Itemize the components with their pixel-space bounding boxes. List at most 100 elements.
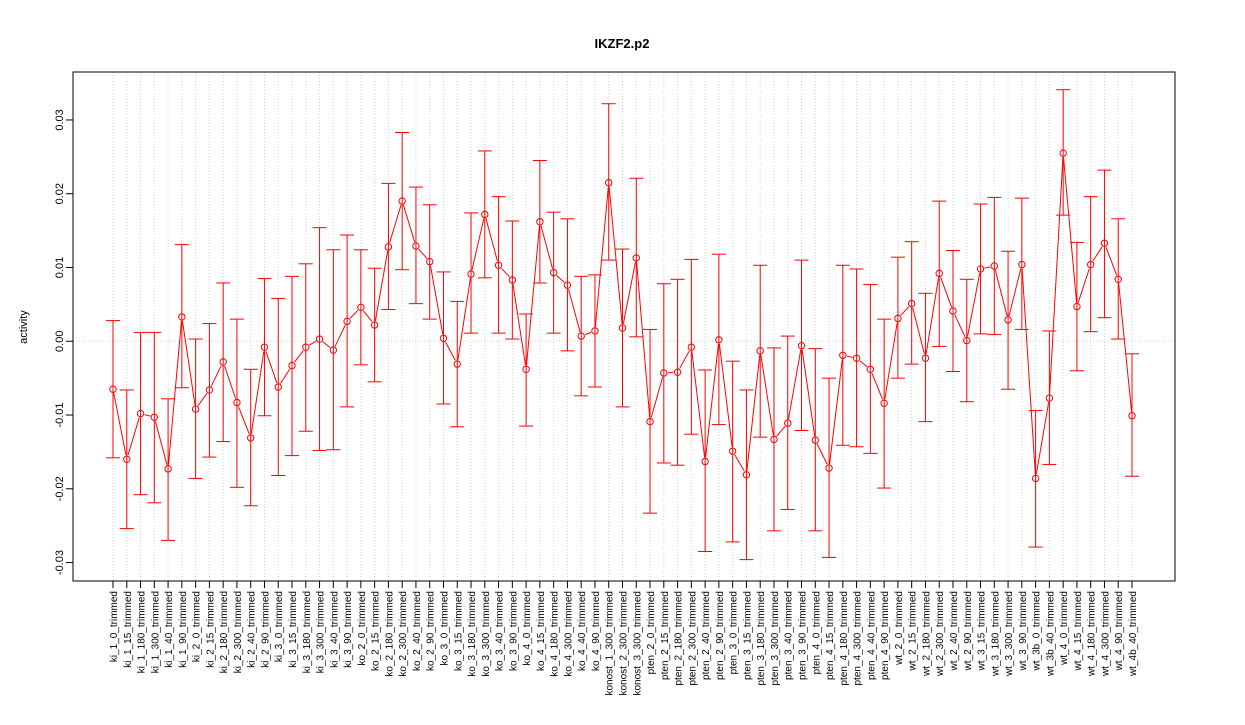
x-tick-label: ki_2_0_trimmed bbox=[192, 591, 203, 662]
series-line-segment bbox=[985, 267, 991, 268]
series-line-segment bbox=[651, 377, 662, 418]
x-tick-label: pten_3_300_trimmed bbox=[770, 591, 781, 686]
x-tick-label: ko_4_180_trimmed bbox=[550, 591, 561, 677]
x-tick-label: pten_2_180_trimmed bbox=[674, 591, 685, 686]
x-tick-label: ki_2_15_trimmed bbox=[205, 591, 216, 668]
series-line-segment bbox=[513, 284, 525, 365]
x-tick-label: pten_4_15_trimmed bbox=[825, 591, 836, 680]
x-tick-label: pten_2_40_trimmed bbox=[701, 591, 712, 680]
series-line-segment bbox=[706, 344, 719, 457]
x-tick-label: ko_2_300_trimmed bbox=[398, 591, 409, 677]
series-line-segment bbox=[281, 369, 290, 383]
x-tick-label: ki_3_180_trimmed bbox=[302, 591, 313, 673]
series-line-segment bbox=[557, 275, 565, 282]
x-tick-label: pten_3_40_trimmed bbox=[784, 591, 795, 680]
series-line-segment bbox=[901, 307, 909, 316]
series-line-segment bbox=[445, 342, 455, 360]
series-line-segment bbox=[595, 187, 608, 327]
series-line-segment bbox=[569, 289, 581, 332]
x-tick-label: konost_1_300_trimmed bbox=[605, 591, 616, 696]
x-tick-label: pten_4_0_trimmed bbox=[811, 591, 822, 674]
x-tick-label: wt_4_180_trimmed bbox=[1087, 591, 1098, 677]
x-tick-label: wt_4_90_trimmed bbox=[1114, 591, 1125, 671]
x-tick-label: ko_3_300_trimmed bbox=[481, 591, 492, 677]
x-tick-label: ki_2_40_trimmed bbox=[247, 591, 258, 668]
series-line-segment bbox=[128, 418, 139, 456]
x-tick-label: wt_3_15_trimmed bbox=[977, 591, 988, 671]
series-line-segment bbox=[526, 226, 539, 365]
x-tick-label: wt_2_90_trimmed bbox=[963, 591, 974, 671]
series-line-segment bbox=[1119, 283, 1132, 411]
series-line-segment bbox=[486, 218, 498, 261]
series-line-segment bbox=[761, 355, 773, 435]
series-line-segment bbox=[692, 351, 705, 457]
series-line-segment bbox=[802, 350, 815, 436]
series-line-segment bbox=[860, 361, 867, 367]
series-line-segment bbox=[266, 351, 277, 383]
series-line-segment bbox=[225, 366, 236, 399]
series-line-segment bbox=[735, 455, 745, 471]
series-line-segment bbox=[1036, 402, 1048, 474]
y-tick-label: 0.03 bbox=[54, 109, 66, 130]
x-tick-label: ko_4_300_trimmed bbox=[563, 591, 574, 677]
x-tick-label: pten_2_90_trimmed bbox=[715, 591, 726, 680]
x-tick-label: ki_1_40_trimmed bbox=[164, 591, 175, 668]
series-line-segment bbox=[585, 332, 591, 334]
x-tick-label: ko_3_15_trimmed bbox=[453, 591, 464, 671]
x-tick-label: ki_3_90_trimmed bbox=[343, 591, 354, 668]
series-line-segment bbox=[238, 406, 249, 434]
series-line-segment bbox=[390, 205, 401, 243]
series-line-segment bbox=[472, 218, 484, 270]
series-line-segment bbox=[198, 393, 207, 405]
x-tick-label: ko_4_15_trimmed bbox=[536, 591, 547, 671]
x-tick-label: ko_3_90_trimmed bbox=[508, 591, 519, 671]
x-tick-label: ki_3_15_trimmed bbox=[288, 591, 299, 668]
x-tick-label: wt_2_40_trimmed bbox=[949, 591, 960, 671]
series-line-segment bbox=[847, 356, 853, 357]
series-line-segment bbox=[114, 393, 126, 455]
series-line-segment bbox=[1064, 157, 1077, 302]
x-tick-label: ko_2_0_trimmed bbox=[357, 591, 368, 665]
x-tick-label: wt_2_0_trimmed bbox=[894, 591, 905, 666]
plot-frame bbox=[73, 72, 1175, 581]
x-tick-label: ki_3_40_trimmed bbox=[329, 591, 340, 668]
series-line-segment bbox=[145, 415, 151, 417]
series-line-segment bbox=[403, 205, 414, 242]
x-tick-label: pten_4_40_trimmed bbox=[866, 591, 877, 680]
series-line-segment bbox=[1106, 247, 1117, 275]
x-tick-label: pten_3_15_trimmed bbox=[742, 591, 753, 680]
series-line-segment bbox=[777, 426, 785, 436]
x-tick-label: ko_4_0_trimmed bbox=[522, 591, 533, 665]
x-tick-label: ki_2_90_trimmed bbox=[260, 591, 271, 668]
y-tick-label: 0.02 bbox=[54, 183, 66, 204]
series-line-segment bbox=[955, 315, 965, 337]
x-tick-label: ko_2_180_trimmed bbox=[384, 591, 395, 677]
x-tick-label: pten_3_0_trimmed bbox=[729, 591, 740, 674]
y-tick-label: -0.03 bbox=[54, 550, 66, 575]
series-line-segment bbox=[155, 421, 167, 465]
series-line-segment bbox=[926, 278, 938, 355]
series-line-segment bbox=[1050, 157, 1063, 394]
x-tick-label: wt_2_180_trimmed bbox=[921, 591, 932, 677]
series-line-segment bbox=[458, 278, 470, 360]
axes-layer: -0.03-0.02-0.010.000.010.020.03ki_1_0_tr… bbox=[54, 109, 1139, 695]
x-tick-label: ki_2_180_trimmed bbox=[219, 591, 230, 673]
x-tick-label: ko_2_90_trimmed bbox=[426, 591, 437, 671]
x-tick-label: wt_4b_40_trimmed bbox=[1128, 591, 1139, 677]
series-line-segment bbox=[680, 351, 690, 369]
x-tick-label: ko_4_40_trimmed bbox=[577, 591, 588, 671]
x-tick-label: pten_4_90_trimmed bbox=[880, 591, 891, 680]
x-tick-label: ki_1_90_trimmed bbox=[178, 591, 189, 668]
series-line-segment bbox=[968, 273, 980, 336]
series-line-segment bbox=[1009, 269, 1021, 316]
series-line-segment bbox=[375, 251, 387, 321]
x-tick-label: wt_3_300_trimmed bbox=[1004, 591, 1015, 677]
x-tick-label: ko_3_40_trimmed bbox=[495, 591, 506, 671]
series-line-segment bbox=[830, 359, 843, 464]
x-tick-label: ki_3_300_trimmed bbox=[316, 591, 327, 673]
series-line-segment bbox=[350, 310, 358, 318]
x-tick-label: konost_3_300_trimmed bbox=[632, 591, 643, 696]
series-line-segment bbox=[363, 311, 372, 322]
x-tick-label: konost_2_300_trimmed bbox=[619, 591, 630, 696]
